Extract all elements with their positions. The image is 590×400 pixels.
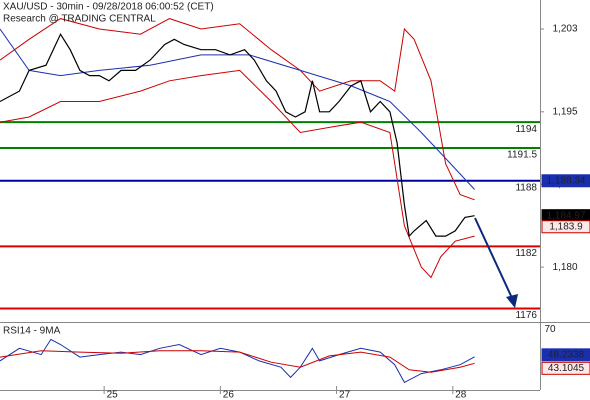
level-label: 1176 bbox=[515, 310, 537, 321]
line bbox=[0, 338, 475, 384]
price-box-label: 1,184.97 bbox=[547, 210, 586, 221]
level-label: 1194 bbox=[515, 124, 537, 135]
rsi-value-label: 48.2338 bbox=[548, 349, 585, 360]
price-box bbox=[541, 174, 590, 188]
rsi-panel bbox=[0, 338, 475, 384]
line bbox=[0, 69, 475, 279]
chart-subtitle: Research @ TRADING CENTRAL bbox=[3, 14, 156, 25]
level-label: 1191.5 bbox=[507, 150, 537, 161]
price-panel: 1194 1191.5 1188 1182 1176 bbox=[0, 18, 540, 321]
line bbox=[0, 18, 475, 201]
forecast-arrow bbox=[474, 217, 513, 299]
rsi-value-box bbox=[541, 348, 590, 362]
line bbox=[0, 350, 475, 373]
rsi-value-box bbox=[541, 361, 590, 375]
line bbox=[0, 32, 475, 238]
level-label: 1182 bbox=[515, 248, 537, 259]
x-tick-label: 28 bbox=[455, 390, 467, 400]
y-tick-label: 1,195 bbox=[552, 106, 577, 117]
arrow-head bbox=[506, 294, 518, 308]
price-box-label: 1,183.9 bbox=[549, 221, 583, 232]
y-tick-label: 1,203 bbox=[552, 24, 577, 35]
x-tick-label: 27 bbox=[339, 390, 351, 400]
x-tick-label: 25 bbox=[107, 390, 119, 400]
rsi-value-label: 43.1045 bbox=[548, 363, 585, 374]
price-box-label: 1,188.34 bbox=[547, 175, 586, 186]
level-label: 1188 bbox=[515, 182, 537, 193]
rsi-tick-label: 70 bbox=[544, 324, 556, 335]
y-tick-label: 1,180 bbox=[552, 262, 577, 273]
x-tick-label: 26 bbox=[223, 390, 235, 400]
rsi-title: RSI14 - 9MA bbox=[3, 326, 61, 337]
chart-title: XAU/USD - 30min - 09/28/2018 06:00:52 (C… bbox=[3, 2, 214, 13]
price-box bbox=[541, 220, 590, 234]
